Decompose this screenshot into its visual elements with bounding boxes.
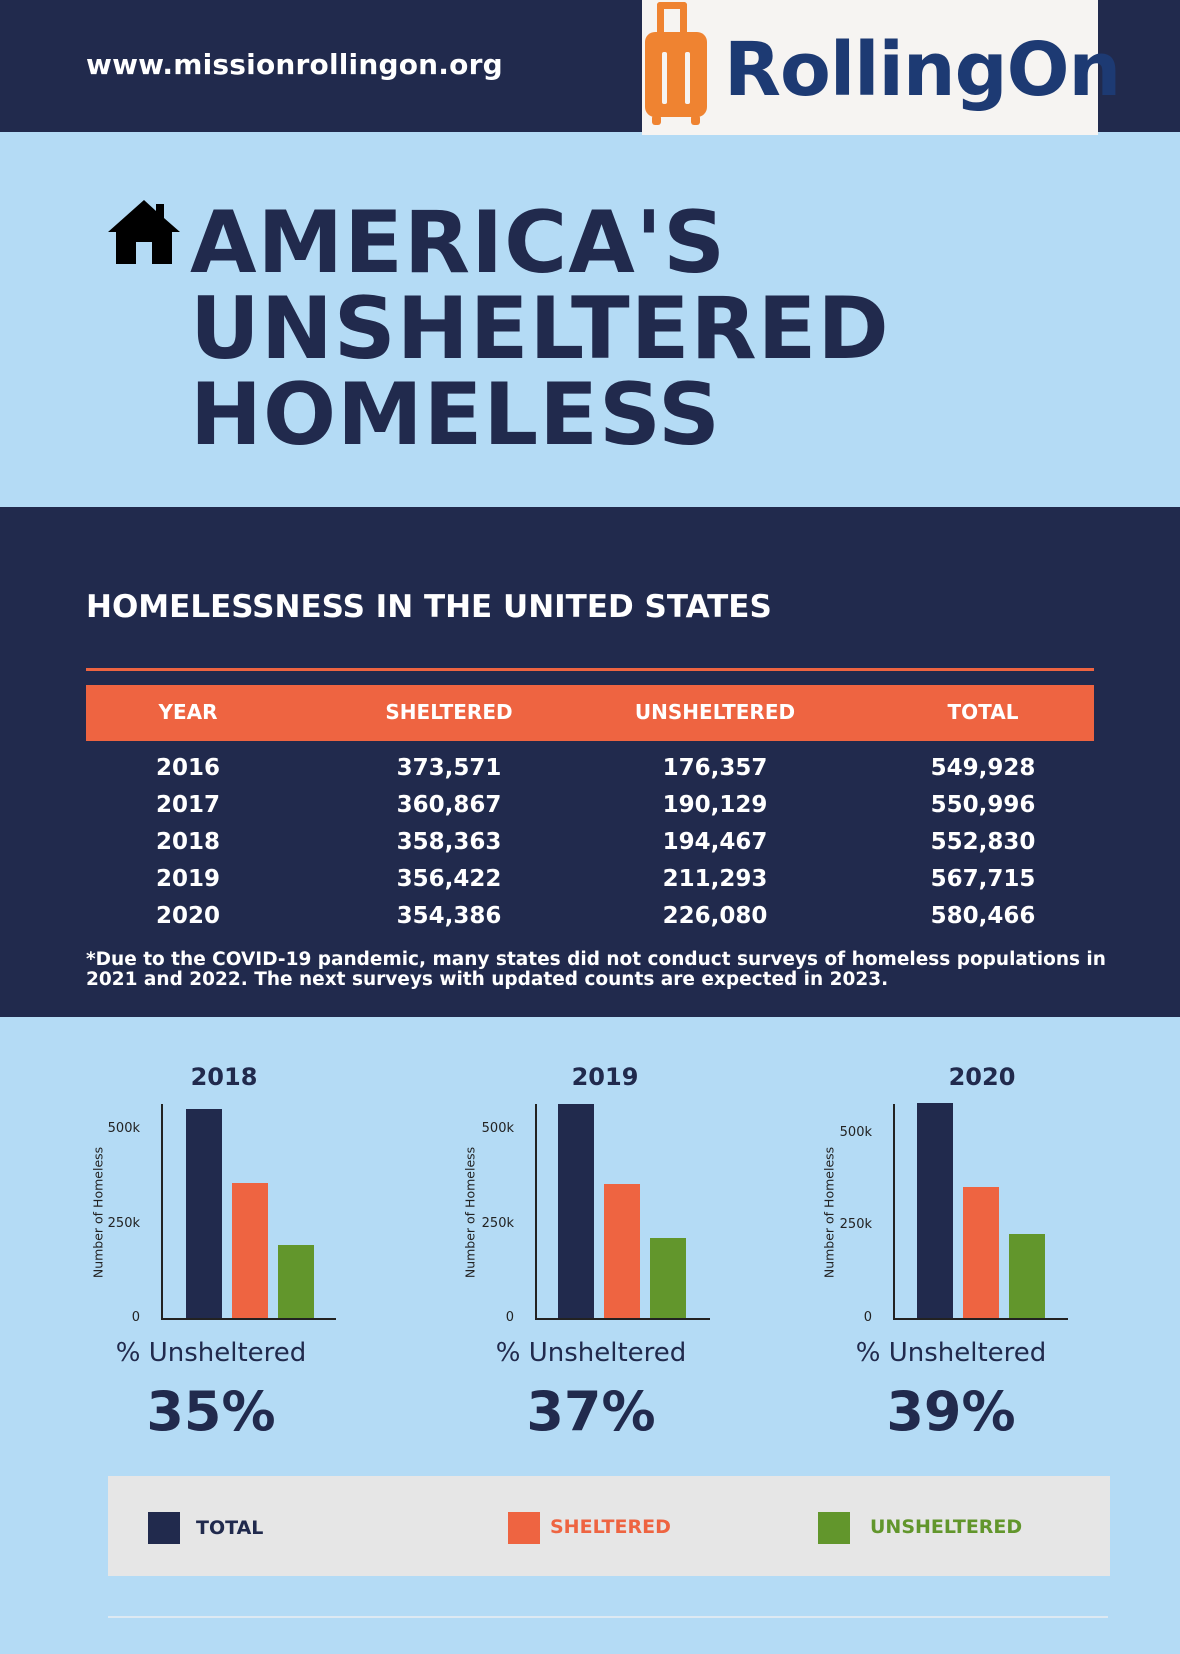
legend-swatch-total — [148, 1512, 180, 1544]
cell-total: 580,466 — [930, 903, 1036, 929]
home-icon — [108, 200, 180, 264]
x-axis — [535, 1318, 710, 1320]
cell-year: 2020 — [155, 903, 220, 929]
title-line-2: UNSHELTERED — [190, 279, 890, 379]
cell-unsheltered: 211,293 — [662, 866, 768, 892]
percent-unsheltered-value: 37% — [526, 1380, 656, 1443]
legend-swatch-sheltered — [508, 1512, 540, 1544]
bar-total — [558, 1103, 594, 1318]
percent-unsheltered-label: % Unsheltered — [115, 1338, 307, 1368]
cell-sheltered: 358,363 — [396, 829, 502, 855]
divider — [86, 668, 1094, 671]
y-tick-label: 0 — [131, 1310, 140, 1325]
cell-year: 2018 — [155, 829, 220, 855]
legend-label-total: TOTAL — [196, 1517, 264, 1539]
table-title: HOMELESSNESS IN THE UNITED STATES — [86, 589, 772, 625]
y-tick-label: 0 — [505, 1310, 514, 1325]
cell-unsheltered: 226,080 — [662, 903, 768, 929]
y-axis — [893, 1104, 895, 1319]
legend-label-sheltered: SHELTERED — [550, 1516, 671, 1538]
column-header-sheltered: SHELTERED — [385, 700, 513, 724]
cell-sheltered: 360,867 — [396, 792, 502, 818]
y-tick-label: 250k — [481, 1215, 514, 1231]
cell-sheltered: 373,571 — [396, 755, 502, 781]
y-axis-label: Number of Homeless — [90, 1146, 106, 1279]
cell-unsheltered: 194,467 — [662, 829, 768, 855]
bar-unsheltered — [650, 1238, 686, 1318]
column-header-unsheltered: UNSHELTERED — [634, 700, 796, 724]
bar-total — [917, 1103, 953, 1318]
y-axis — [161, 1104, 163, 1319]
footnote: *Due to the COVID-19 pandemic, many stat… — [86, 949, 1106, 990]
legend — [108, 1476, 1110, 1576]
legend-label-unsheltered: UNSHELTERED — [870, 1516, 1023, 1538]
title-line-3: HOMELESS — [190, 365, 721, 465]
cell-year: 2019 — [155, 866, 220, 892]
logo: RollingOn — [642, 0, 1121, 135]
y-tick-label: 250k — [107, 1215, 140, 1231]
bar-sheltered — [963, 1186, 999, 1318]
website-url[interactable]: www.missionrollingon.org — [86, 48, 503, 81]
suitcase-icon — [645, 2, 707, 125]
y-tick-label: 250k — [839, 1217, 872, 1233]
table-header — [86, 685, 1094, 741]
column-header-year: YEAR — [158, 700, 218, 724]
bar-total — [186, 1109, 222, 1318]
cell-total: 550,996 — [930, 792, 1036, 818]
cell-year: 2017 — [155, 792, 220, 818]
bar-unsheltered — [1009, 1234, 1045, 1318]
y-tick-label: 500k — [481, 1121, 514, 1137]
cell-sheltered: 356,422 — [396, 866, 502, 892]
bar-sheltered — [232, 1182, 268, 1318]
cell-unsheltered: 176,357 — [662, 755, 768, 781]
table-panel — [0, 507, 1180, 1017]
y-tick-label: 500k — [107, 1121, 140, 1137]
percent-unsheltered-value: 35% — [146, 1380, 276, 1443]
y-axis — [535, 1104, 537, 1319]
column-header-total: TOTAL — [947, 700, 1019, 724]
chart-title: 2020 — [948, 1063, 1016, 1091]
title-line-1: AMERICA'S — [190, 193, 727, 293]
y-tick-label: 0 — [863, 1310, 872, 1325]
legend-swatch-unsheltered — [818, 1512, 850, 1544]
y-tick-label: 500k — [839, 1124, 872, 1140]
bar-unsheltered — [278, 1244, 314, 1318]
y-axis-label: Number of Homeless — [821, 1146, 837, 1279]
cell-year: 2016 — [155, 755, 220, 781]
bar-sheltered — [604, 1183, 640, 1318]
cell-unsheltered: 190,129 — [662, 792, 768, 818]
chart-title: 2019 — [571, 1063, 639, 1091]
percent-unsheltered-value: 39% — [886, 1380, 1016, 1443]
x-axis — [161, 1318, 336, 1320]
bottom-divider — [108, 1616, 1108, 1618]
cell-total: 549,928 — [930, 755, 1036, 781]
logo-text: RollingOn — [724, 27, 1121, 113]
y-axis-label: Number of Homeless — [462, 1146, 478, 1279]
cell-sheltered: 354,386 — [396, 903, 502, 929]
cell-total: 567,715 — [930, 866, 1036, 892]
x-axis — [893, 1318, 1068, 1320]
percent-unsheltered-label: % Unsheltered — [495, 1338, 687, 1368]
cell-total: 552,830 — [930, 829, 1036, 855]
chart-title: 2018 — [190, 1063, 258, 1091]
percent-unsheltered-label: % Unsheltered — [855, 1338, 1047, 1368]
